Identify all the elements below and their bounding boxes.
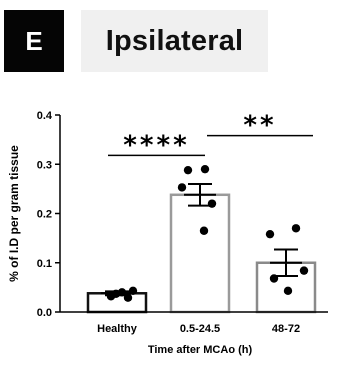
data-point-2-5 — [199, 226, 209, 235]
x-tick-label: 0.5-24.5 — [180, 323, 220, 335]
y-tick-label: 0.0 — [37, 307, 52, 319]
y-tick-label: 0.4 — [37, 110, 53, 122]
panel-letter-badge: E — [4, 10, 64, 72]
x-axis-label: Time after MCAo (h) — [148, 344, 253, 356]
data-point-3-3 — [299, 266, 309, 275]
x-tick-label: 48-72 — [272, 323, 300, 335]
data-point-3-1 — [291, 224, 301, 233]
bar-2 — [169, 193, 231, 314]
data-point-3-4 — [269, 274, 279, 283]
data-point-2-1 — [200, 164, 210, 174]
y-tick-label: 0.3 — [37, 159, 52, 171]
data-point-1-5 — [128, 286, 138, 296]
significance-label-1: **** — [123, 130, 189, 160]
y-tick-label: 0.1 — [37, 258, 52, 270]
data-point-2-3 — [177, 183, 187, 192]
panel-title: Ipsilateral — [105, 24, 244, 57]
data-point-3-5 — [283, 286, 293, 296]
y-tick-label: 0.2 — [37, 209, 52, 221]
y-axis-label: % of I.D per gram tissue — [7, 145, 21, 282]
data-point-2-4 — [207, 199, 217, 208]
data-point-1-3 — [117, 288, 127, 297]
panel-letter: E — [25, 25, 43, 56]
data-point-1-4 — [123, 293, 133, 302]
x-tick-label: Healthy — [97, 323, 138, 335]
data-point-3-2 — [265, 229, 275, 239]
panel-title-bar: Ipsilateral — [81, 10, 268, 72]
significance-label-2: ** — [243, 111, 276, 141]
data-point-2-2 — [183, 165, 193, 175]
